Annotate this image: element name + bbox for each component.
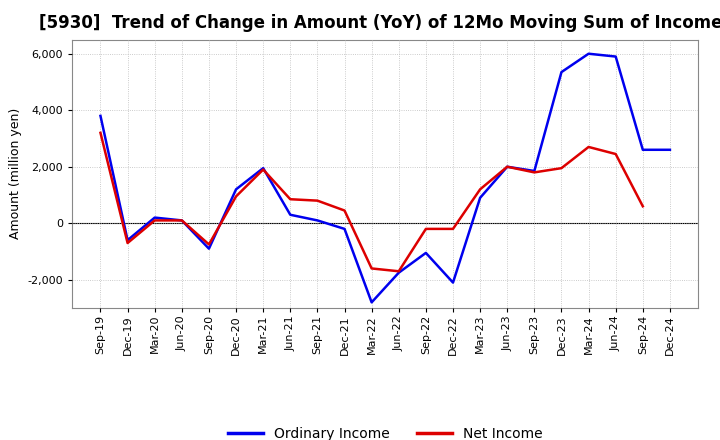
Title: [5930]  Trend of Change in Amount (YoY) of 12Mo Moving Sum of Incomes: [5930] Trend of Change in Amount (YoY) o… [38, 15, 720, 33]
Ordinary Income [395, 270, 403, 275]
Ordinary Income [150, 215, 159, 220]
Line: Net Income: Net Income [101, 133, 643, 271]
Net Income [313, 198, 322, 203]
Ordinary Income [557, 70, 566, 75]
Net Income [96, 130, 105, 136]
Ordinary Income [421, 250, 430, 256]
Net Income [530, 170, 539, 175]
Net Income [584, 144, 593, 150]
Ordinary Income [639, 147, 647, 152]
Y-axis label: Amount (million yen): Amount (million yen) [9, 108, 22, 239]
Net Income [557, 165, 566, 171]
Ordinary Income [313, 218, 322, 223]
Ordinary Income [123, 238, 132, 243]
Net Income [395, 269, 403, 274]
Line: Ordinary Income: Ordinary Income [101, 54, 670, 302]
Net Income [178, 218, 186, 223]
Ordinary Income [178, 218, 186, 223]
Net Income [204, 242, 213, 247]
Net Income [286, 197, 294, 202]
Net Income [150, 218, 159, 223]
Ordinary Income [341, 226, 349, 231]
Net Income [503, 164, 511, 169]
Net Income [639, 204, 647, 209]
Ordinary Income [530, 169, 539, 174]
Net Income [123, 240, 132, 246]
Ordinary Income [259, 165, 268, 171]
Ordinary Income [232, 187, 240, 192]
Ordinary Income [367, 300, 376, 305]
Ordinary Income [611, 54, 620, 59]
Ordinary Income [476, 195, 485, 201]
Ordinary Income [204, 246, 213, 251]
Net Income [611, 151, 620, 157]
Ordinary Income [96, 113, 105, 118]
Ordinary Income [449, 280, 457, 285]
Net Income [421, 226, 430, 231]
Net Income [476, 187, 485, 192]
Ordinary Income [665, 147, 674, 152]
Ordinary Income [584, 51, 593, 56]
Legend: Ordinary Income, Net Income: Ordinary Income, Net Income [228, 427, 543, 440]
Net Income [449, 226, 457, 231]
Net Income [232, 194, 240, 199]
Net Income [367, 266, 376, 271]
Net Income [341, 208, 349, 213]
Net Income [259, 167, 268, 172]
Ordinary Income [503, 164, 511, 169]
Ordinary Income [286, 212, 294, 217]
